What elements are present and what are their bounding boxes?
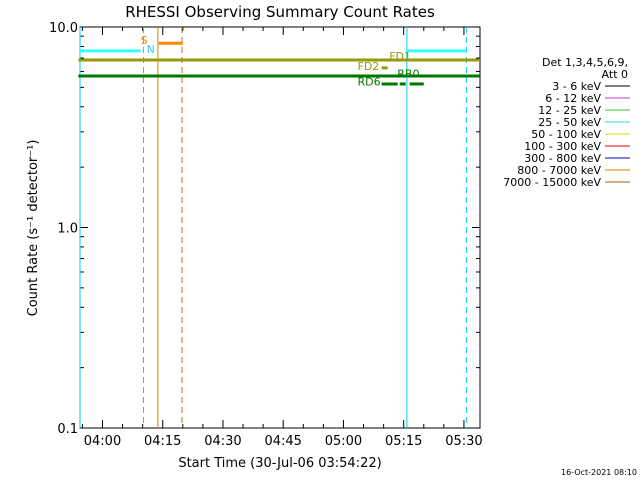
- legend-entry-label: 25 - 50 keV: [538, 116, 601, 129]
- x-tick-label: 04:15: [144, 434, 181, 449]
- chart-title: RHESSI Observing Summary Count Rates: [125, 3, 435, 21]
- legend-entry-label: 12 - 25 keV: [538, 104, 601, 117]
- x-tick-label: 05:30: [445, 434, 482, 449]
- legend-entry-label: 7000 - 15000 keV: [503, 176, 601, 189]
- marker-label-layer: SN FD1 FD2 RB0 RD6: [141, 34, 420, 88]
- marker-label: FD2: [358, 60, 380, 73]
- plot-area: [79, 26, 481, 429]
- tick-layer: 0.1 1.0 10.0 04:00 04:15 04:30 04:45 05:00 05:15…: [49, 21, 483, 449]
- marker-layer: [78, 27, 480, 428]
- legend-entry-label: 3 - 6 keV: [552, 80, 601, 93]
- x-axis-label: Start Time (30-Jul-06 03:54:22): [178, 456, 381, 471]
- legend-header: Att 0: [602, 68, 628, 81]
- legend-entry-label: 800 - 7000 keV: [517, 164, 601, 177]
- legend-entry-label: 50 - 100 keV: [531, 128, 601, 141]
- legend-entry-label: 300 - 800 keV: [524, 152, 601, 165]
- y-tick-label: 1.0: [57, 222, 78, 237]
- y-tick-label: 0.1: [57, 422, 78, 437]
- y-tick-label: 10.0: [49, 21, 78, 36]
- x-tick-label: 04:30: [204, 434, 241, 449]
- marker-label: FD1: [389, 50, 411, 63]
- legend-header: Det 1,3,4,5,6,9,: [542, 56, 628, 69]
- marker-label: N: [147, 43, 155, 56]
- marker-label: S: [141, 34, 148, 47]
- x-tick-label: 04:00: [84, 434, 121, 449]
- marker-label: RB0: [397, 68, 419, 81]
- legend-entry-label: 100 - 300 keV: [524, 140, 601, 153]
- marker-label: RD6: [358, 75, 381, 88]
- x-tick-label: 05:00: [325, 434, 362, 449]
- y-axis-label: Count Rate (s⁻¹ detector⁻¹): [26, 140, 41, 317]
- x-tick-label: 05:15: [385, 434, 422, 449]
- x-tick-label: 04:45: [264, 434, 301, 449]
- date-stamp: 16-Oct-2021 08:10: [561, 468, 637, 477]
- legend-entry-label: 6 - 12 keV: [545, 92, 601, 105]
